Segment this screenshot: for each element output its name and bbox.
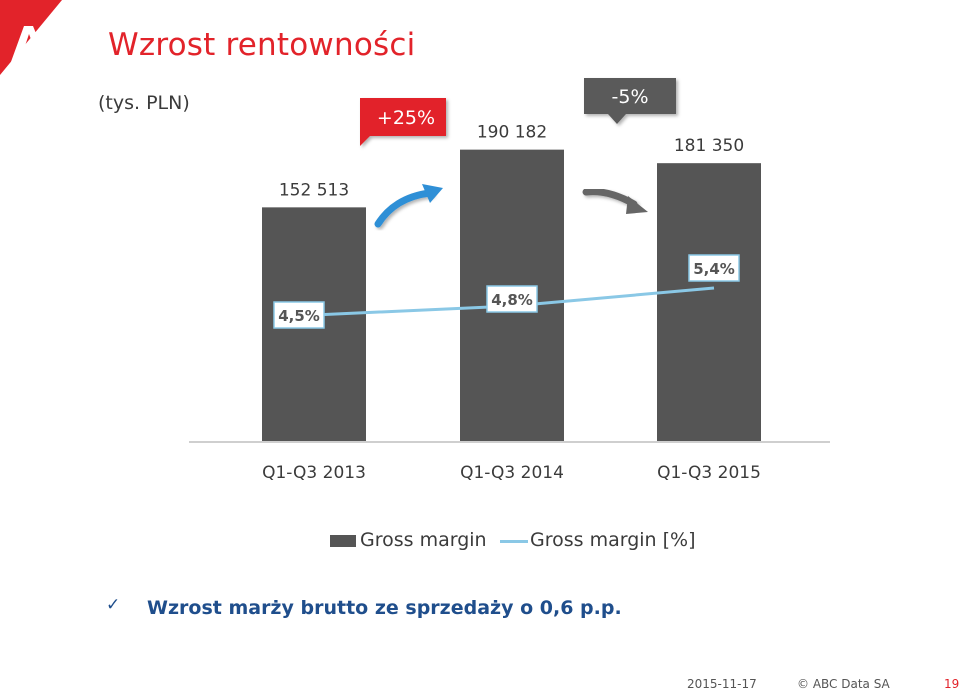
x-tick-label: Q1-Q3 2015 bbox=[657, 463, 761, 483]
bar-value-label: 190 182 bbox=[477, 123, 547, 143]
note-text: Wzrost marży brutto ze sprzedaży o 0,6 p… bbox=[147, 597, 622, 619]
footer-copyright: © ABC Data SA bbox=[797, 677, 890, 691]
growth-callout-text: +25% bbox=[377, 107, 435, 129]
legend-item-gross-margin: Gross margin bbox=[330, 529, 487, 551]
line-data-label: 4,5% bbox=[278, 307, 320, 325]
down-arrow-head bbox=[626, 196, 648, 214]
line-data-label: 5,4% bbox=[693, 260, 735, 278]
legend-label: Gross margin bbox=[360, 529, 487, 551]
x-tick-label: Q1-Q3 2013 bbox=[262, 463, 366, 483]
up-arrow-icon bbox=[374, 189, 434, 228]
bar bbox=[657, 163, 761, 441]
legend-item-gross-margin-pct: Gross margin [%] bbox=[500, 529, 696, 551]
footer-date: 2015-11-17 bbox=[687, 677, 757, 691]
gross-margin-chart: +25% -5% 4,5% 4,8% 5,4% 152 513 Q1-Q3 2013 19… bbox=[189, 78, 830, 483]
down-arrow-icon bbox=[582, 188, 638, 208]
line-data-label-box bbox=[486, 285, 538, 313]
up-arrow-head bbox=[422, 184, 443, 203]
line-data-label-box bbox=[688, 254, 740, 282]
legend-line-swatch bbox=[500, 540, 528, 543]
page-title: Wzrost rentowności bbox=[108, 27, 416, 63]
legend-bar-swatch bbox=[330, 535, 356, 547]
bar-value-label: 181 350 bbox=[674, 136, 744, 156]
bar-value-label: 152 513 bbox=[279, 180, 349, 200]
decline-callout bbox=[584, 78, 676, 124]
decline-callout-text: -5% bbox=[612, 86, 649, 108]
unit-label: (tys. PLN) bbox=[98, 92, 190, 114]
abc-data-logo bbox=[0, 0, 62, 75]
footer-page-number: 19 bbox=[944, 677, 960, 691]
x-tick-label: Q1-Q3 2014 bbox=[460, 463, 564, 483]
checkmark-icon: ✓ bbox=[106, 595, 121, 615]
line-data-label-box bbox=[273, 301, 325, 329]
legend-label: Gross margin [%] bbox=[530, 529, 696, 551]
growth-callout bbox=[360, 98, 446, 146]
line-data-label: 4,8% bbox=[491, 291, 533, 309]
